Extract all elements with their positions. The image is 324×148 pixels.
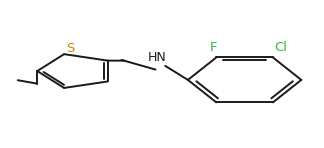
Text: S: S <box>66 42 74 55</box>
Text: HN: HN <box>148 51 167 64</box>
Text: F: F <box>209 41 217 54</box>
Text: Cl: Cl <box>274 41 288 54</box>
